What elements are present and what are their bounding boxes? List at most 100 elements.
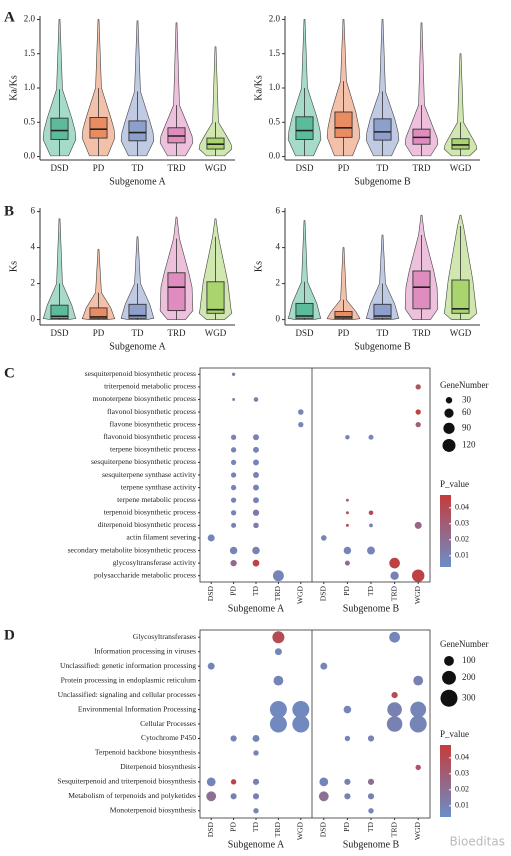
x-tick-label: TD: [377, 163, 389, 173]
box: [206, 281, 225, 314]
term-label: terpenoid biosynthetic process: [104, 508, 196, 517]
dot: [298, 409, 304, 415]
dot: [230, 559, 237, 567]
term-label: Sesquiterpenoid and triterpenoid biosynt…: [57, 777, 196, 786]
y-tick-label: 2: [276, 278, 281, 288]
dot: [298, 421, 304, 428]
dot: [253, 484, 259, 491]
dot: [413, 675, 424, 686]
dot: [230, 447, 237, 453]
dot: [269, 715, 287, 733]
term-label: glycosyltransferase activity: [113, 558, 196, 567]
dot: [252, 793, 260, 800]
dot: [321, 535, 327, 541]
x-tick-label: TD: [132, 163, 144, 173]
dot: [415, 421, 421, 428]
dot: [269, 701, 287, 719]
legend-dot: [442, 670, 456, 685]
legend-label: 60: [462, 407, 472, 417]
dot: [410, 701, 427, 718]
dot: [230, 510, 237, 516]
dot: [272, 631, 285, 644]
dot: [367, 793, 375, 800]
x-tick-label: PD: [228, 821, 237, 831]
y-axis-label: Ks: [8, 261, 19, 272]
x-tick-label: PD: [342, 585, 351, 595]
dot: [343, 546, 352, 555]
term-label: flavone biosynthetic process: [110, 419, 197, 428]
colorbar-label: 0.02: [455, 785, 469, 794]
dot: [252, 734, 260, 742]
legend-dot: [444, 408, 454, 418]
box: [89, 117, 108, 139]
y-tick-label: 0.5: [24, 116, 36, 126]
dot: [367, 735, 375, 742]
dot: [252, 509, 260, 516]
x-tick-label: WGD: [413, 585, 422, 604]
violin: [443, 53, 478, 157]
box: [128, 303, 147, 319]
violin: [120, 236, 155, 320]
colorbar-label: 0.02: [455, 535, 469, 544]
violin: [159, 22, 194, 157]
colorbar-label: 0.03: [455, 519, 469, 528]
dot: [206, 791, 217, 802]
dot: [230, 434, 237, 440]
dot: [253, 472, 259, 478]
legend-label: 90: [462, 422, 472, 432]
dot: [207, 534, 215, 542]
term-label: terpene metabolic process: [117, 495, 196, 504]
x-axis-label: Subgenome B: [354, 341, 411, 352]
y-tick-label: 2.0: [24, 13, 36, 23]
y-tick-label: 0: [31, 314, 36, 324]
x-tick-label: WGD: [296, 585, 305, 604]
x-tick-label: WGD: [450, 328, 472, 338]
box: [50, 117, 69, 140]
dot: [409, 715, 427, 733]
dot: [253, 808, 259, 814]
dot: [415, 384, 421, 390]
y-tick-label: 4: [276, 242, 281, 252]
x-tick-label: TD: [251, 585, 260, 596]
panel-letter: D: [4, 627, 15, 643]
colorbar-label: 0.01: [455, 801, 469, 810]
x-tick-label: DSD: [319, 585, 328, 601]
dot: [231, 522, 237, 528]
dot: [344, 735, 351, 742]
x-tick-label: DSD: [295, 328, 314, 338]
dot: [292, 715, 310, 733]
term-label: Information processing in viruses: [94, 646, 196, 655]
legend-dot: [445, 397, 453, 404]
dot: [230, 484, 237, 491]
dot: [292, 701, 310, 719]
dot: [230, 472, 237, 478]
x-tick-label: TRD: [168, 163, 187, 173]
y-tick-label: 0: [276, 314, 281, 324]
watermark: Bioeditas: [449, 835, 505, 849]
dot: [389, 631, 400, 643]
dot: [344, 560, 350, 566]
dot: [253, 434, 259, 441]
dot: [253, 522, 259, 529]
legend-label: 30: [462, 394, 472, 404]
term-label: Protein processing in endoplasmic reticu…: [61, 675, 196, 684]
colorbar: [440, 495, 451, 567]
term-label: sesquiterpene synthase activity: [102, 470, 196, 479]
dot: [344, 793, 351, 800]
colorbar: [440, 745, 451, 817]
y-tick-label: 1.0: [269, 82, 281, 92]
term-label: polysaccharide metabolic process: [94, 570, 196, 579]
dot: [367, 546, 375, 555]
dot: [368, 510, 374, 516]
dot: [319, 777, 329, 787]
dot: [232, 398, 236, 401]
x-tick-label: PD: [93, 163, 105, 173]
dot: [345, 511, 349, 515]
legend-dot: [440, 689, 458, 707]
y-tick-label: 0.5: [269, 116, 281, 126]
term-label: Glycosyltransferases: [133, 632, 196, 641]
term-label: terpene biosynthetic process: [110, 445, 196, 454]
term-label: sesquiterpenoid biosynthetic process: [85, 369, 196, 378]
term-label: flavonoid biosynthetic process: [103, 432, 196, 441]
term-label: sesquiterpene biosynthetic process: [91, 457, 196, 466]
